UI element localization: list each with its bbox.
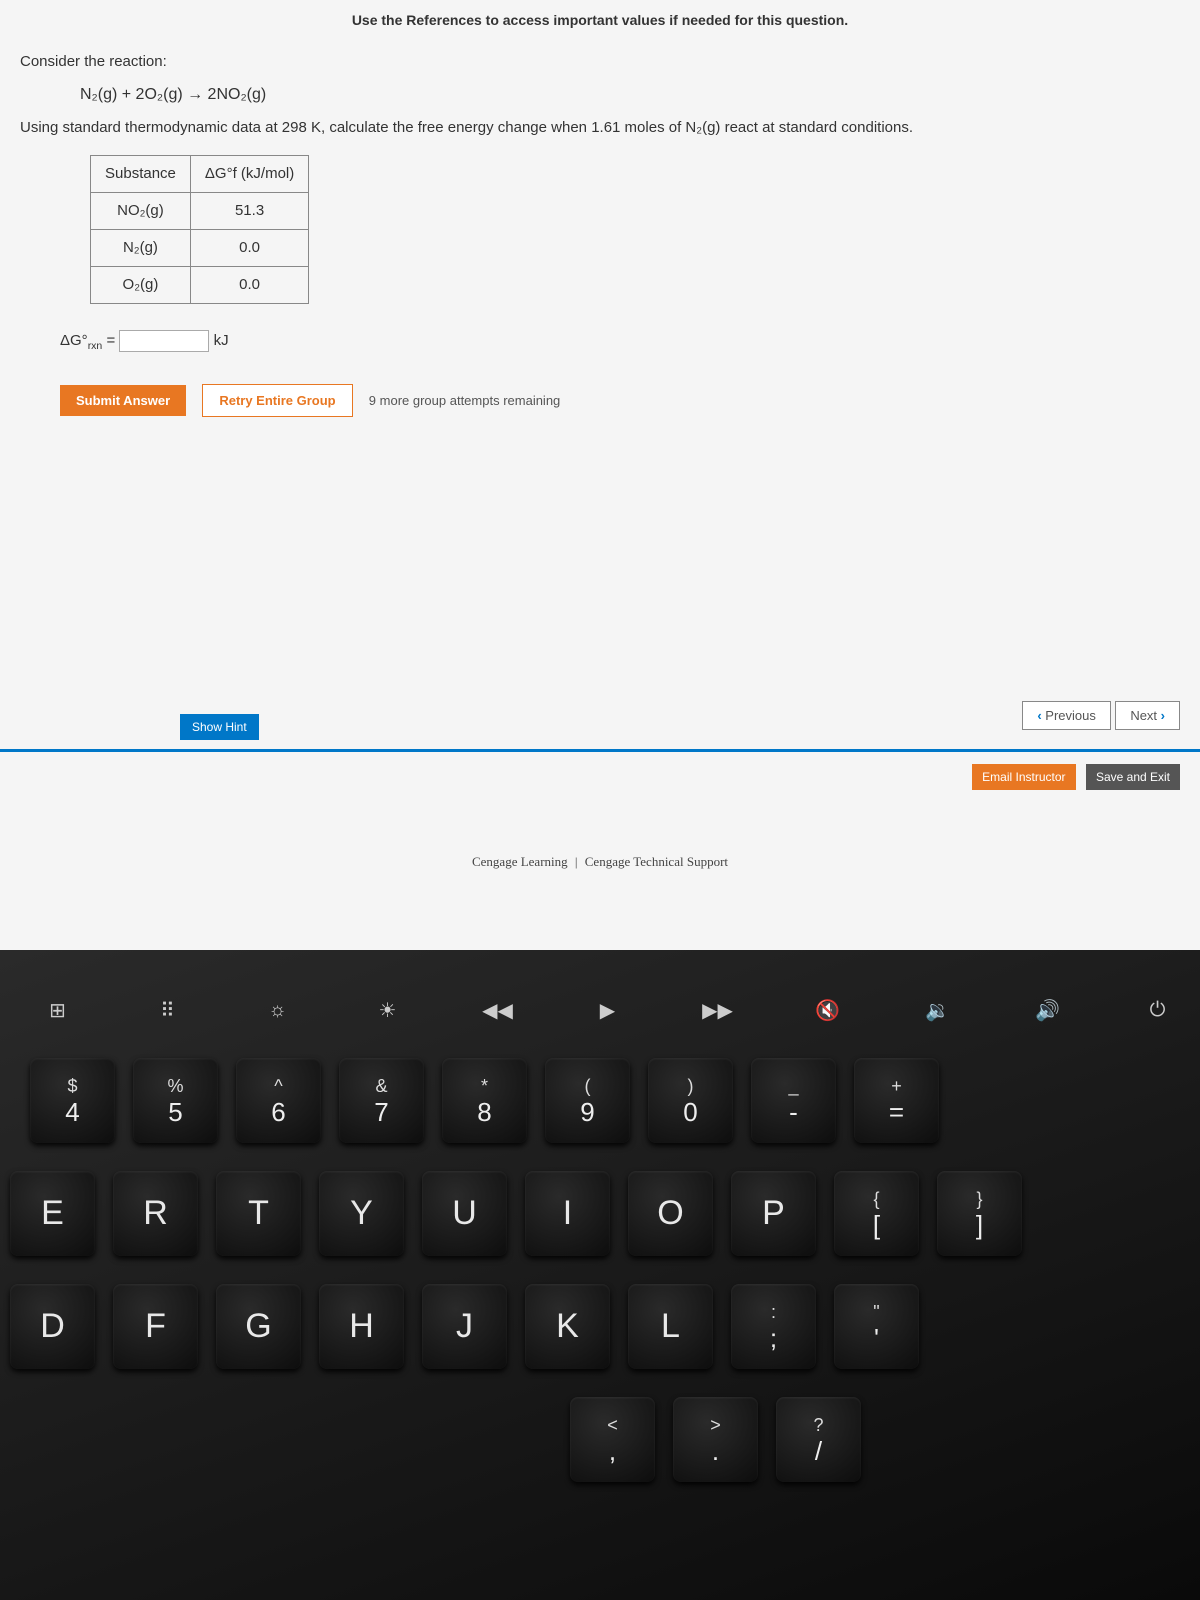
key-G: G	[216, 1284, 301, 1369]
key-T: T	[216, 1171, 301, 1256]
number-key-row: $4%5^6&7*8(9)0_-+=	[10, 1058, 1190, 1143]
question-body: Consider the reaction: N₂(g) + 2O₂(g) → …	[0, 40, 1200, 417]
key-K: K	[525, 1284, 610, 1369]
table-row: NO₂(g) 51.3	[91, 192, 309, 229]
key-]: }]	[937, 1171, 1022, 1256]
fn-play-icon: ▶	[580, 990, 635, 1030]
thermo-data-table: Substance ΔG°f (kJ/mol) NO₂(g) 51.3 N₂(g…	[90, 155, 309, 304]
save-and-exit-button[interactable]: Save and Exit	[1086, 764, 1180, 790]
key-.: >.	[673, 1397, 758, 1482]
fn-rewind-icon: ◀◀	[470, 990, 525, 1030]
key-F: F	[113, 1284, 198, 1369]
key-/: ?/	[776, 1397, 861, 1482]
q-suffix: moles of N₂(g) react at standard conditi…	[620, 119, 913, 136]
key-I: I	[525, 1171, 610, 1256]
fn-mute-icon: 🔇	[800, 990, 855, 1030]
reaction-equation: N₂(g) + 2O₂(g) → 2NO₂(g)	[20, 74, 1180, 116]
fn-backlight-up-icon: ☀	[360, 990, 415, 1030]
show-hint-button[interactable]: Show Hint	[180, 714, 259, 740]
key-L: L	[628, 1284, 713, 1369]
retry-group-button[interactable]: Retry Entire Group	[202, 384, 352, 417]
function-key-row: ⊞ ⠿ ☼ ☀ ◀◀ ▶ ▶▶ 🔇 🔉 🔊 ⏻	[10, 990, 1190, 1030]
divider	[0, 749, 1200, 752]
q-moles: 1.61	[591, 119, 620, 136]
app-screen: Use the References to access important v…	[0, 0, 1200, 950]
key-,: <,	[570, 1397, 655, 1482]
cell-value: 0.0	[190, 266, 308, 303]
cell-value: 0.0	[190, 229, 308, 266]
key-H: H	[319, 1284, 404, 1369]
key-9: (9	[545, 1058, 630, 1143]
submit-answer-button[interactable]: Submit Answer	[60, 385, 186, 416]
key-E: E	[10, 1171, 95, 1256]
cengage-support-link[interactable]: Cengage Technical Support	[583, 854, 730, 869]
table-row: N₂(g) 0.0	[91, 229, 309, 266]
fn-power-icon: ⏻	[1130, 990, 1185, 1030]
fn-forward-icon: ▶▶	[690, 990, 745, 1030]
qwerty-row-2: DFGHJKL:;"'	[10, 1284, 1190, 1369]
key-0: )0	[648, 1058, 733, 1143]
question-statement: Using standard thermodynamic data at 298…	[20, 116, 1180, 140]
unit-label: kJ	[214, 332, 229, 349]
qwerty-row-3: <,>.?/	[10, 1397, 1190, 1482]
cell-substance: N₂(g)	[91, 229, 191, 266]
key-;: :;	[731, 1284, 816, 1369]
delta-g-label: ΔG°rxn	[60, 332, 102, 349]
references-instruction: Use the References to access important v…	[0, 0, 1200, 40]
table-header-deltaG: ΔG°f (kJ/mol)	[190, 155, 308, 192]
key-O: O	[628, 1171, 713, 1256]
key-7: &7	[339, 1058, 424, 1143]
answer-input[interactable]	[119, 330, 209, 352]
key-Y: Y	[319, 1171, 404, 1256]
nav-buttons: Previous Next	[1022, 701, 1180, 730]
cell-substance: NO₂(g)	[91, 192, 191, 229]
equals-sign: =	[106, 332, 115, 349]
key-J: J	[422, 1284, 507, 1369]
key-8: *8	[442, 1058, 527, 1143]
key--: _-	[751, 1058, 836, 1143]
key-5: %5	[133, 1058, 218, 1143]
fn-volup-icon: 🔊	[1020, 990, 1075, 1030]
footer-sep: |	[570, 854, 583, 869]
key-[: {[	[834, 1171, 919, 1256]
footer-buttons: Email Instructor Save and Exit	[972, 764, 1180, 790]
key-R: R	[113, 1171, 198, 1256]
fn-mission-icon: ⊞	[30, 990, 85, 1030]
key-6: ^6	[236, 1058, 321, 1143]
fn-launchpad-icon: ⠿	[140, 990, 195, 1030]
laptop-keyboard: ⊞ ⠿ ☼ ☀ ◀◀ ▶ ▶▶ 🔇 🔉 🔊 ⏻ $4%5^6&7*8(9)0_-…	[0, 950, 1200, 1600]
answer-row: ΔG°rxn = kJ	[20, 319, 1180, 365]
key-': "'	[834, 1284, 919, 1369]
key-D: D	[10, 1284, 95, 1369]
hint-wrap: Show Hint	[180, 714, 259, 740]
previous-button[interactable]: Previous	[1022, 701, 1111, 730]
key-=: +=	[854, 1058, 939, 1143]
fn-backlight-down-icon: ☼	[250, 990, 305, 1030]
key-4: $4	[30, 1058, 115, 1143]
cengage-learning-link[interactable]: Cengage Learning	[470, 854, 570, 869]
attempts-remaining: 9 more group attempts remaining	[369, 393, 560, 408]
action-button-row: Submit Answer Retry Entire Group 9 more …	[20, 364, 1180, 417]
cell-substance: O₂(g)	[91, 266, 191, 303]
email-instructor-button[interactable]: Email Instructor	[972, 764, 1075, 790]
qwerty-row-1: ERTYUIOP{[}]	[10, 1171, 1190, 1256]
cell-value: 51.3	[190, 192, 308, 229]
consider-text: Consider the reaction:	[20, 50, 1180, 74]
key-P: P	[731, 1171, 816, 1256]
q-prefix: Using standard thermodynamic data at 298…	[20, 119, 591, 136]
table-header-substance: Substance	[91, 155, 191, 192]
next-button[interactable]: Next	[1115, 701, 1180, 730]
fn-voldown-icon: 🔉	[910, 990, 965, 1030]
rxn-sub: rxn	[88, 340, 103, 352]
table-row: O₂(g) 0.0	[91, 266, 309, 303]
footer-links: Cengage Learning | Cengage Technical Sup…	[0, 854, 1200, 870]
key-U: U	[422, 1171, 507, 1256]
